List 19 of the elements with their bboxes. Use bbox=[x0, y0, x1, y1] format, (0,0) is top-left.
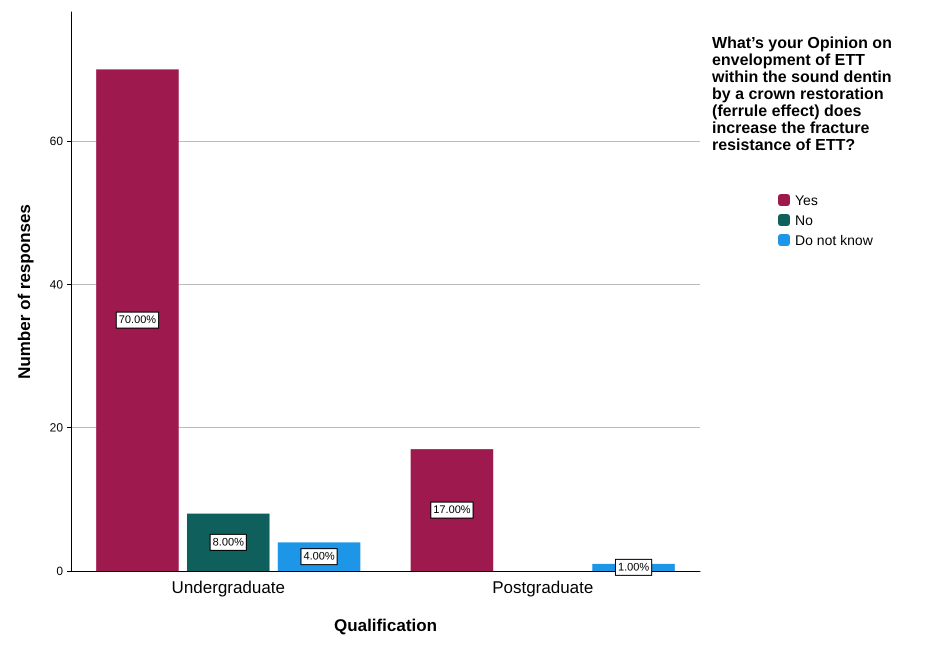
data-label: 70.00% bbox=[118, 314, 156, 326]
legend-title: What’s your Opinion on envelopment of ETT within the sound dentin by a crown restoration (ferrule effect) does increase the fracture resistance of ETT? bbox=[711, 35, 896, 154]
data-label: 17.00% bbox=[433, 504, 471, 516]
bar bbox=[410, 449, 494, 571]
x-tick-label: Undergraduate bbox=[172, 578, 285, 597]
legend-label: No bbox=[795, 212, 814, 228]
data-label: 4.00% bbox=[303, 550, 335, 563]
data-label: 8.00% bbox=[212, 536, 244, 548]
data-label: 1.00% bbox=[618, 561, 650, 574]
y-tick-label: 60 bbox=[50, 134, 64, 148]
y-tick-label: 20 bbox=[50, 420, 64, 435]
y-tick-label: 0 bbox=[56, 564, 64, 578]
y-axis-title: Number of responses bbox=[15, 204, 34, 379]
legend-label: Do not know bbox=[795, 232, 874, 248]
legend-label: Yes bbox=[795, 192, 818, 208]
bar bbox=[96, 69, 179, 571]
x-tick-label: Postgraduate bbox=[492, 578, 594, 597]
y-tick-label: 40 bbox=[50, 277, 64, 292]
x-axis-title: Qualification bbox=[334, 616, 437, 635]
